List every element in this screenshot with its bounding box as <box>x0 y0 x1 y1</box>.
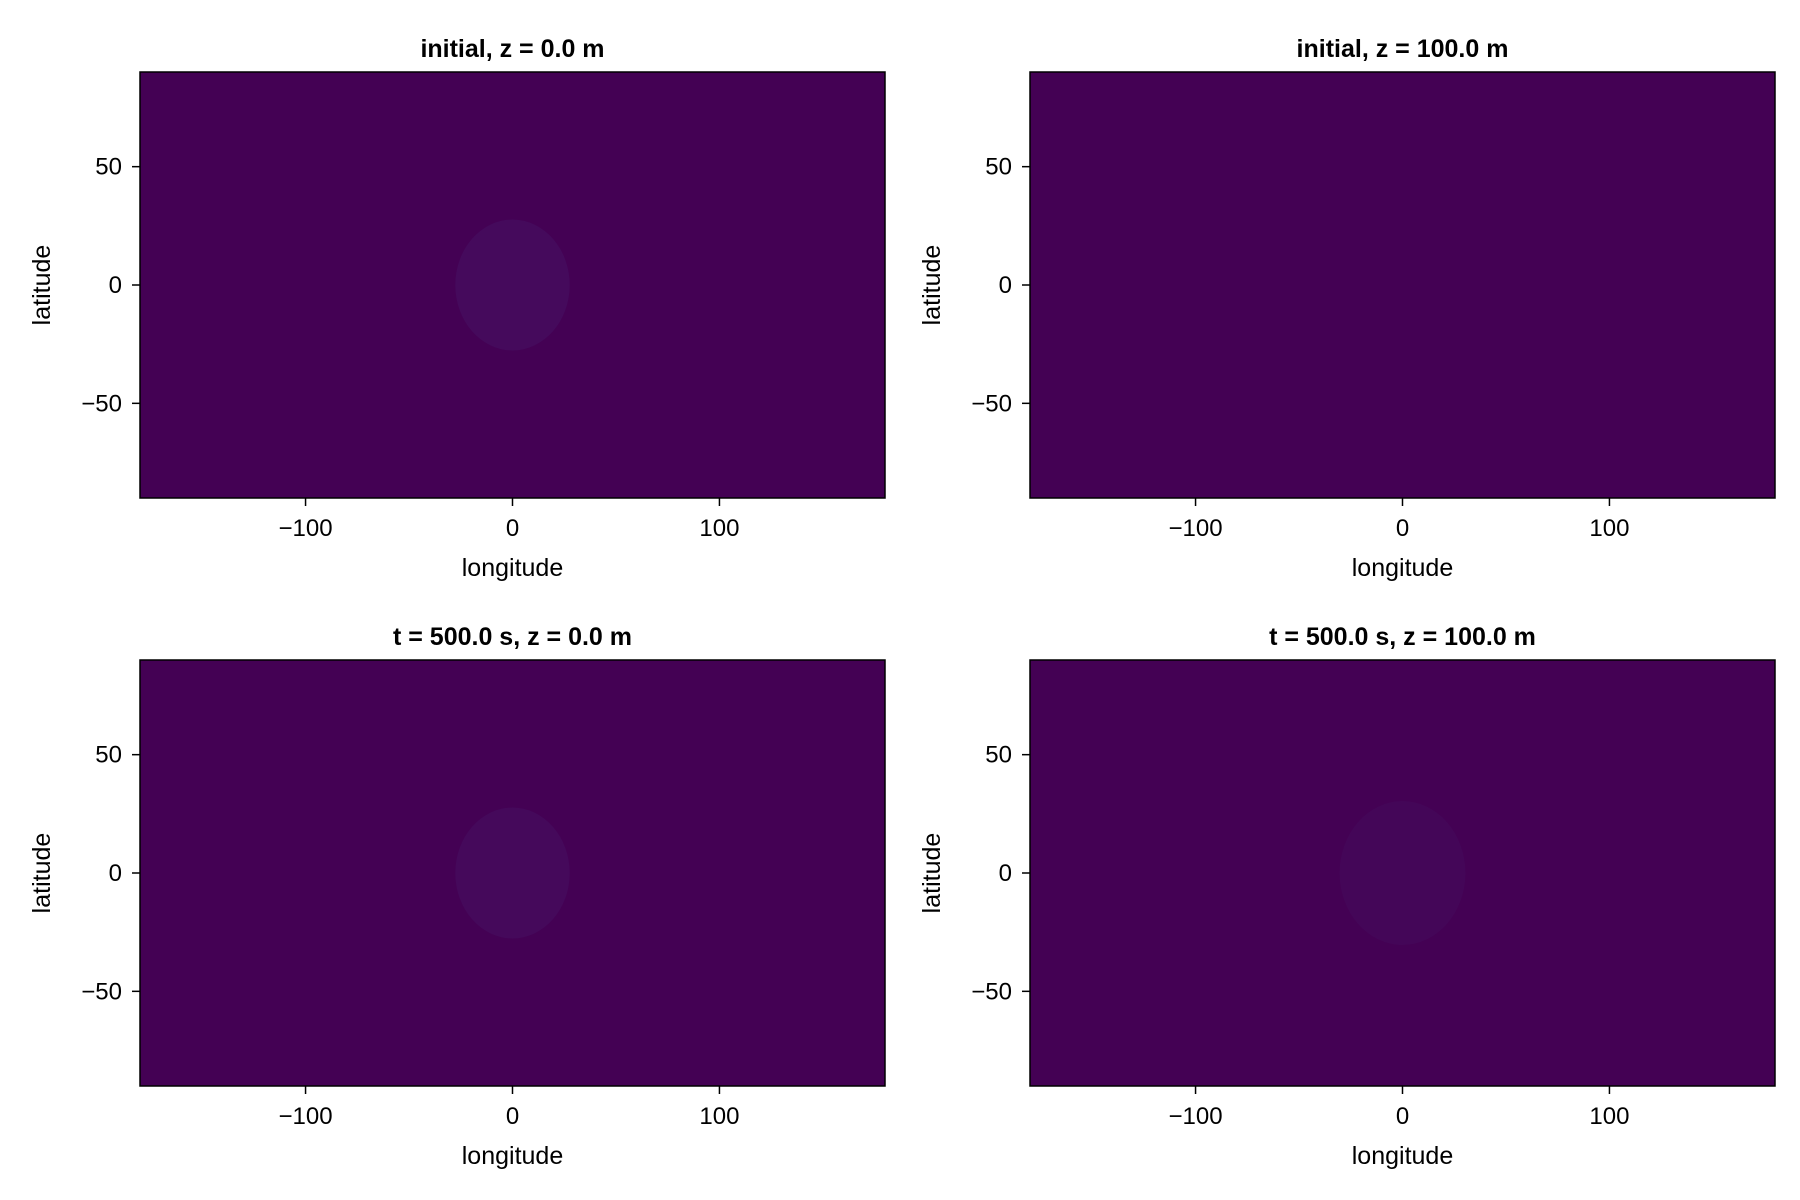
y-tick-label: 0 <box>109 860 122 887</box>
y-axis-label: latitude <box>28 833 56 914</box>
y-tick-label: −50 <box>971 390 1012 417</box>
y-tick-label: 50 <box>95 154 122 181</box>
y-tick-label: 0 <box>999 860 1012 887</box>
y-tick-label: −50 <box>971 978 1012 1005</box>
heatmap-level <box>1339 800 1466 946</box>
x-tick-label: 100 <box>699 515 739 542</box>
x-tick-label: 100 <box>699 1103 739 1130</box>
heatmap-level <box>455 807 570 939</box>
y-tick-label: 50 <box>985 154 1012 181</box>
heatmap-level <box>455 219 570 351</box>
y-axis-label: latitude <box>28 245 56 326</box>
y-tick-label: −50 <box>81 978 122 1005</box>
panel-4: t = 500.0 s, z = 100.0 m −100 0 100 −50 0 50 lo… <box>918 623 1776 1170</box>
x-tick-label: −100 <box>279 515 333 542</box>
x-tick-label: −100 <box>279 1103 333 1130</box>
y-tick-label: −50 <box>81 390 122 417</box>
panel-3: t = 500.0 s, z = 0.0 m −100 0 100 −50 0 50 long… <box>28 623 886 1170</box>
panel-title: t = 500.0 s, z = 0.0 m <box>393 623 632 651</box>
y-tick-label: 50 <box>95 742 122 769</box>
x-tick-label: −100 <box>1169 515 1223 542</box>
panel-title: initial, z = 0.0 m <box>420 35 604 63</box>
x-axis-label: longitude <box>462 1142 563 1170</box>
x-tick-label: 0 <box>1396 1103 1409 1130</box>
y-tick-label: 50 <box>985 742 1012 769</box>
y-axis-label: latitude <box>918 245 946 326</box>
panel-2: initial, z = 100.0 m −100 0 100 −50 0 50 longit… <box>918 35 1776 582</box>
x-tick-label: 100 <box>1589 1103 1629 1130</box>
x-tick-label: 0 <box>506 515 519 542</box>
x-axis-label: longitude <box>1352 1142 1453 1170</box>
panel-title: t = 500.0 s, z = 100.0 m <box>1269 623 1536 651</box>
x-axis-label: longitude <box>1352 554 1453 582</box>
y-tick-label: 0 <box>109 272 122 299</box>
x-tick-label: −100 <box>1169 1103 1223 1130</box>
y-axis-label: latitude <box>918 833 946 914</box>
y-tick-label: 0 <box>999 272 1012 299</box>
panel-title: initial, z = 100.0 m <box>1297 35 1509 63</box>
x-tick-label: 100 <box>1589 515 1629 542</box>
heatmap-background <box>1030 72 1775 498</box>
x-axis-label: longitude <box>462 554 563 582</box>
panel-1: initial, z = 0.0 m −100 0 100 −50 0 50 longitud… <box>28 35 886 582</box>
x-tick-label: 0 <box>1396 515 1409 542</box>
x-tick-label: 0 <box>506 1103 519 1130</box>
